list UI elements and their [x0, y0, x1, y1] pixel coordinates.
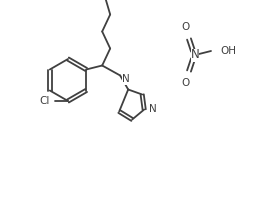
- Text: N: N: [122, 75, 130, 84]
- Text: N: N: [190, 49, 199, 62]
- Text: O: O: [181, 78, 189, 88]
- Text: O: O: [181, 22, 189, 32]
- Text: N: N: [149, 105, 156, 114]
- Text: Cl: Cl: [39, 96, 50, 106]
- Text: OH: OH: [219, 46, 235, 56]
